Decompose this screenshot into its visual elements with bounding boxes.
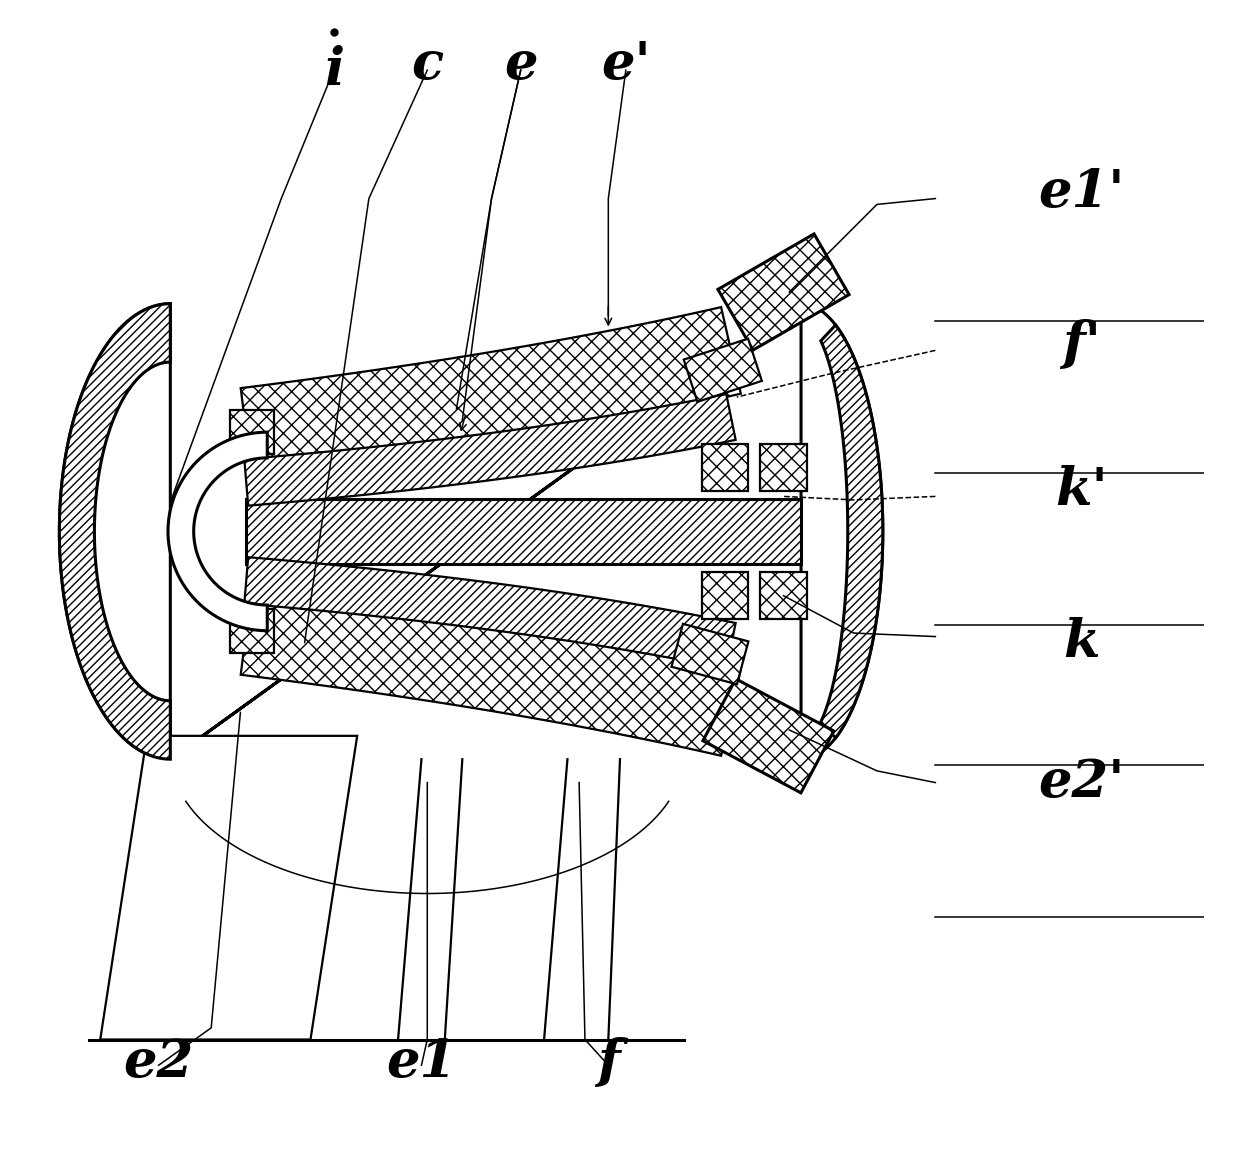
- Polygon shape: [247, 499, 801, 564]
- Text: f: f: [596, 1037, 620, 1089]
- Polygon shape: [702, 444, 749, 491]
- Polygon shape: [760, 444, 807, 491]
- Polygon shape: [241, 307, 740, 477]
- Polygon shape: [718, 234, 849, 350]
- Polygon shape: [244, 394, 735, 506]
- Polygon shape: [229, 609, 274, 653]
- Polygon shape: [100, 736, 357, 1040]
- Text: i: i: [324, 44, 343, 96]
- Polygon shape: [241, 586, 740, 756]
- Text: e1': e1': [1038, 167, 1125, 218]
- Polygon shape: [229, 410, 274, 454]
- Polygon shape: [760, 572, 807, 619]
- Text: e1: e1: [387, 1037, 456, 1089]
- Polygon shape: [167, 432, 268, 631]
- Polygon shape: [821, 325, 883, 738]
- Polygon shape: [702, 572, 749, 619]
- Text: k: k: [1063, 617, 1100, 668]
- Text: e': e': [601, 39, 651, 90]
- Text: k': k': [1055, 465, 1107, 516]
- Polygon shape: [244, 557, 735, 669]
- Polygon shape: [703, 679, 833, 793]
- Polygon shape: [683, 339, 761, 402]
- Text: e2': e2': [1038, 757, 1125, 808]
- Text: c: c: [412, 39, 444, 90]
- Text: e2: e2: [124, 1037, 193, 1089]
- Text: f': f': [1061, 319, 1101, 370]
- Polygon shape: [672, 624, 749, 684]
- Polygon shape: [60, 304, 170, 759]
- Polygon shape: [60, 304, 883, 759]
- Text: e: e: [503, 39, 537, 90]
